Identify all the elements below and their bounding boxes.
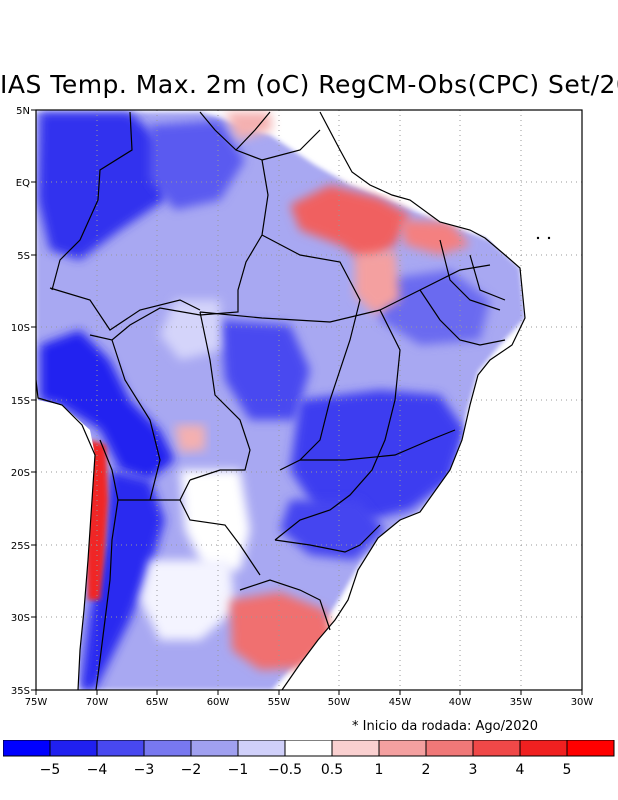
mid-blue-amazon-north (150, 120, 245, 210)
lon-label-70w: 70W (86, 697, 109, 708)
mid-blue-east (290, 390, 465, 520)
warm-bias-maranhao (355, 250, 400, 315)
colorbar-label: −4 (87, 762, 108, 778)
colorbar-labels: −5 −4 −3 −2 −1 −0.5 0.5 1 2 3 4 5 (40, 762, 572, 778)
lat-label-5n: 5N (16, 106, 30, 117)
lon-label-30w: 30W (571, 697, 594, 708)
lat-label-25s: 25S (11, 541, 30, 552)
colorbar-box (3, 740, 51, 757)
border-guianas (235, 111, 321, 161)
colorbar-box (331, 740, 380, 757)
border-uruguay (239, 579, 331, 631)
colorbar-label: 2 (422, 762, 431, 778)
colorbar-box (425, 740, 474, 757)
colorbar-box (472, 740, 521, 757)
lon-label-75w: 75W (25, 697, 48, 708)
border-northeast-states (439, 239, 506, 311)
warm-bias-northeast-coast (400, 220, 470, 255)
blue-northeast (380, 270, 490, 345)
border-brazil-states-1 (261, 234, 361, 471)
colorbar-box (96, 740, 145, 757)
coastline (281, 111, 526, 690)
map-title: IAS Temp. Max. 2m (oC) RegCM-Obs(CPC) Se… (0, 70, 618, 99)
colorbar-box (143, 740, 192, 757)
border-brazil-states-6 (419, 289, 506, 346)
lat-label-30s: 30S (11, 613, 30, 624)
colorbar-box (378, 740, 427, 757)
border-colombia-peru (49, 287, 201, 331)
graticule (36, 110, 582, 690)
pacific-coast (36, 379, 96, 690)
colorbar-label: −1 (228, 762, 249, 778)
colorbar-label: 5 (563, 762, 572, 778)
longitude-labels: 75W 70W 65W 60W 55W 50W 45W 40W 35W 30W (25, 697, 594, 708)
border-peru-bolivia (111, 339, 161, 501)
colorbar-label: 0.5 (321, 762, 343, 778)
border-argentina-chile (95, 439, 119, 690)
lon-label-45w: 45W (389, 697, 412, 708)
colorbar-label: −2 (181, 762, 202, 778)
white-argentina (140, 560, 235, 640)
lon-label-50w: 50W (328, 697, 351, 708)
borders (36, 111, 526, 690)
lon-label-35w: 35W (510, 697, 533, 708)
lat-label-eq: EQ (16, 178, 30, 189)
colorbar-label: −3 (134, 762, 155, 778)
warm-bias-north (225, 112, 272, 140)
colorbar-box (237, 740, 286, 757)
colorbar-label: 1 (375, 762, 384, 778)
warm-bias-para (290, 185, 410, 265)
lon-label-65w: 65W (146, 697, 169, 708)
colorbar-box (190, 740, 239, 757)
colorbar-label: −0.5 (268, 762, 302, 778)
mid-blue-central (220, 320, 310, 420)
lat-label-15s: 15S (11, 396, 30, 407)
colorbar-label: 4 (516, 762, 525, 778)
warm-bias-rio-grande-do-sul (230, 592, 335, 670)
border-north-amazon (51, 111, 133, 291)
run-start-footnote: * Inicio da rodada: Ago/2020 (352, 719, 539, 734)
ocean-mask-west (36, 380, 95, 690)
colorbar-box (284, 740, 333, 757)
colorbar-box (49, 740, 98, 757)
warm-bias-small-patch (175, 425, 205, 452)
border-brazil-bolivia (189, 311, 251, 481)
lat-label-35s: 35S (11, 686, 30, 697)
border-brazil-west (89, 111, 269, 341)
colorbar-box (519, 740, 568, 757)
border-brazil-states-3 (274, 309, 401, 541)
deep-blue-andes-south (80, 470, 165, 690)
colorbar-label: −5 (40, 762, 61, 778)
bias-field (36, 112, 525, 690)
border-brazil-states-5 (274, 524, 381, 553)
lat-label-20s: 20S (11, 468, 30, 479)
lat-label-5s: 5S (17, 251, 30, 262)
islands (536, 236, 551, 240)
deep-blue-andes-coast (40, 330, 175, 480)
deep-blue-amazon-west (38, 112, 170, 260)
lon-label-55w: 55W (268, 697, 291, 708)
colorbar: −5 −4 −3 −2 −1 −0.5 0.5 1 2 3 4 5 (3, 740, 615, 778)
latitude-labels: 5N EQ 5S 10S 15S 20S 25S 30S 35S (11, 106, 30, 697)
lon-label-40w: 40W (449, 697, 472, 708)
tick-marks (31, 109, 583, 695)
colorbar-boxes (3, 740, 615, 757)
white-paraguay (180, 470, 250, 570)
lon-label-60w: 60W (207, 697, 230, 708)
colorbar-label: 3 (469, 762, 478, 778)
border-paraguay (179, 479, 261, 576)
lat-label-10s: 10S (11, 323, 30, 334)
border-brazil-states-4 (300, 429, 456, 461)
bias-map: 75W 70W 65W 60W 55W 50W 45W 40W 35W 30W … (11, 106, 594, 708)
colorbar-box (566, 740, 615, 757)
